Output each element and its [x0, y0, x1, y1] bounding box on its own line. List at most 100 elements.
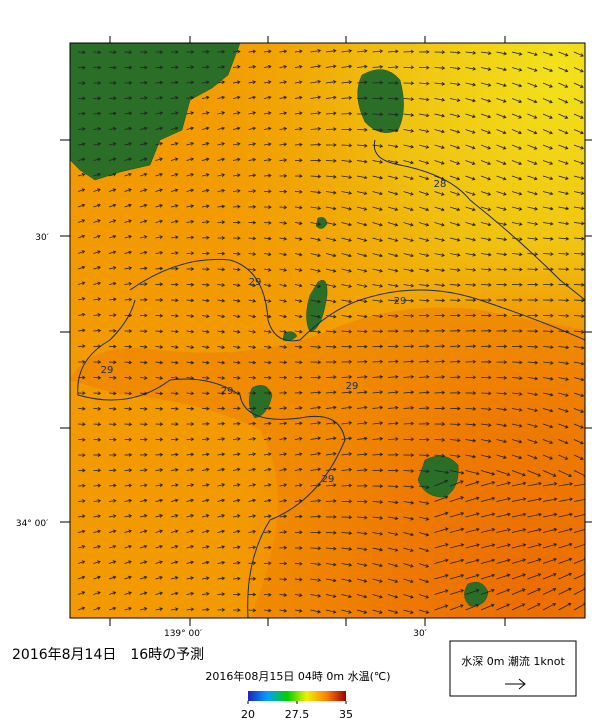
arrow	[325, 452, 337, 456]
arrow	[108, 234, 117, 239]
arrow	[186, 111, 195, 115]
arrow	[201, 65, 210, 69]
axis-ticks	[60, 36, 592, 626]
arrow	[139, 50, 148, 55]
arrow	[480, 237, 492, 242]
arrow	[263, 111, 272, 115]
arrow	[449, 604, 464, 611]
arrow	[279, 577, 288, 582]
arrow	[232, 529, 241, 534]
arrow	[77, 575, 86, 580]
arrow	[449, 222, 461, 227]
arrow	[403, 374, 415, 379]
arrow	[294, 95, 303, 100]
arrow	[77, 281, 86, 286]
arrow	[279, 236, 288, 241]
arrow	[527, 191, 538, 196]
arrow	[387, 484, 399, 489]
arrow	[356, 314, 368, 319]
arrow	[263, 592, 272, 597]
arrow	[139, 422, 148, 427]
arrow	[325, 562, 337, 567]
arrow	[418, 390, 430, 395]
arrow	[465, 298, 477, 303]
arrow	[248, 561, 257, 565]
arrow	[325, 49, 337, 53]
arrow	[527, 206, 538, 211]
arrow	[139, 96, 148, 100]
arrow	[232, 391, 241, 396]
arrow	[372, 578, 383, 583]
arrow	[217, 188, 226, 193]
arrow	[217, 498, 226, 503]
arrow	[77, 297, 86, 301]
arrow	[558, 175, 569, 180]
arrow	[403, 547, 414, 552]
arrow	[341, 253, 352, 258]
arrow	[294, 593, 303, 598]
arrow	[201, 111, 210, 115]
arrow	[201, 452, 210, 457]
arrow	[542, 313, 554, 318]
arrow	[186, 607, 195, 612]
arrow	[279, 95, 288, 100]
arrow	[403, 49, 415, 54]
arrow	[558, 454, 569, 460]
colorbar	[248, 691, 346, 701]
arrow	[310, 345, 322, 349]
arrow	[356, 468, 368, 472]
arrow	[325, 467, 337, 472]
arrow	[356, 594, 368, 599]
arrow	[418, 437, 430, 442]
arrow	[77, 514, 86, 519]
arrow	[527, 392, 539, 397]
arrow	[558, 408, 569, 413]
arrow	[93, 234, 101, 239]
arrow	[155, 282, 164, 287]
arrow	[124, 80, 133, 85]
arrow	[232, 49, 241, 54]
arrow	[387, 160, 399, 165]
arrow	[341, 547, 353, 551]
arrow	[573, 51, 584, 57]
arrow	[403, 253, 414, 258]
arrow	[465, 129, 476, 134]
arrow	[558, 144, 569, 150]
arrow	[294, 390, 303, 395]
arrow	[356, 143, 368, 148]
arrow	[232, 189, 241, 193]
arrow	[139, 313, 148, 318]
arrow	[108, 65, 117, 70]
arrow	[139, 142, 148, 146]
arrow	[232, 561, 241, 565]
arrow	[217, 592, 226, 596]
arrow	[480, 175, 492, 181]
arrow	[465, 470, 480, 476]
arrow	[139, 575, 148, 580]
arrow	[170, 345, 179, 349]
arrow	[93, 514, 102, 519]
arrow	[387, 283, 399, 288]
arrow	[232, 173, 241, 178]
arrow	[418, 175, 430, 181]
arrow	[325, 64, 337, 69]
colorbar-label: 20	[241, 708, 255, 721]
arrow	[93, 344, 102, 349]
arrow	[527, 282, 539, 287]
arrow	[511, 98, 523, 103]
arrow	[527, 528, 542, 533]
arrow	[527, 313, 539, 318]
arrow	[542, 144, 553, 150]
arrow	[139, 607, 148, 611]
arrow	[542, 221, 554, 226]
arrow	[263, 421, 272, 426]
arrow	[356, 390, 368, 395]
arrow	[511, 439, 523, 444]
arrow	[124, 172, 132, 177]
arrow	[511, 376, 523, 381]
arrow	[480, 267, 492, 272]
arrow	[573, 298, 585, 303]
arrow	[542, 345, 554, 349]
arrow	[496, 360, 508, 364]
arrow	[217, 529, 226, 534]
